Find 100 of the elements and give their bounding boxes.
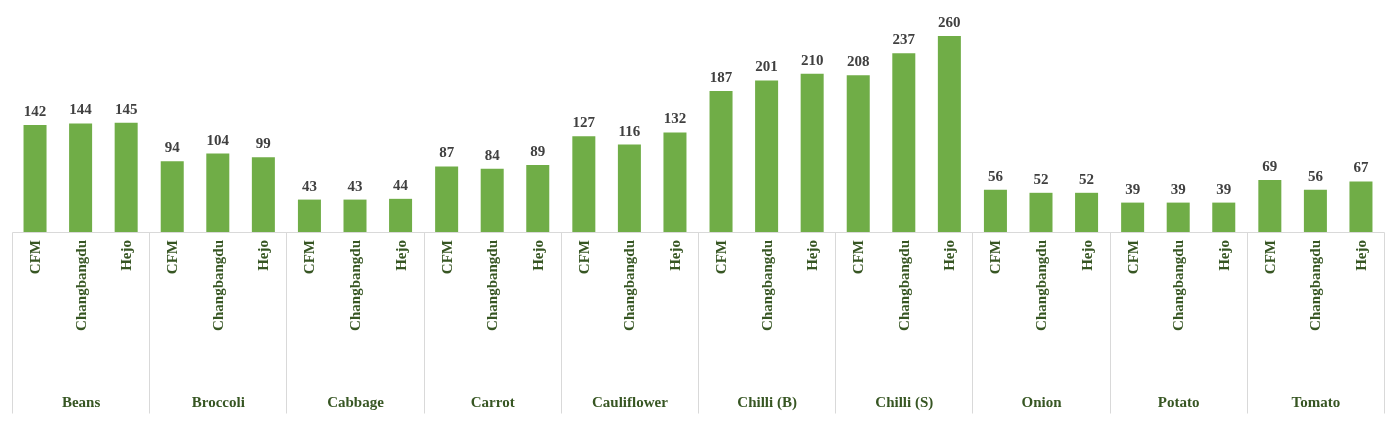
text: CFM — [1261, 240, 1278, 275]
x-tick-label: Cauliflower — [591, 393, 669, 410]
x-tick-label: Chilli (S) — [875, 393, 934, 411]
text: CFM — [850, 240, 867, 275]
bar — [69, 123, 93, 232]
text: Changbangdu — [484, 240, 501, 331]
bar — [206, 153, 230, 232]
bar — [800, 73, 824, 232]
bar — [663, 132, 687, 232]
bar — [23, 124, 47, 232]
bar — [846, 75, 870, 232]
text: Hejo — [804, 240, 821, 271]
x-tick-label: Carrot — [470, 393, 515, 410]
bar — [572, 136, 596, 232]
text: Hejo — [941, 240, 958, 271]
text: CFM — [164, 240, 181, 275]
text: Hejo — [529, 240, 546, 271]
data-label: 104 — [206, 131, 230, 148]
text: Changbangdu — [347, 240, 363, 331]
text: Changbangdu — [621, 240, 638, 331]
text: CFM — [575, 240, 592, 275]
text: Changbangdu — [895, 240, 912, 331]
text: CFM — [301, 240, 318, 275]
data-label: 94 — [164, 139, 181, 156]
bar — [709, 91, 733, 232]
text: Hejo — [1215, 240, 1232, 271]
data-label: 144 — [69, 101, 93, 118]
bar — [1121, 202, 1145, 232]
x-tick-label: Cabbage — [327, 393, 385, 410]
x-tick-label: Onion — [1021, 393, 1063, 410]
text: Changbangdu — [209, 240, 226, 331]
data-label: 44 — [393, 176, 409, 193]
x-tick-label: Tomato — [1291, 393, 1341, 410]
data-label: 67 — [1353, 159, 1369, 176]
bar — [983, 189, 1007, 232]
text: Hejo — [666, 240, 683, 271]
data-label: 210 — [800, 51, 824, 68]
data-label: 187 — [709, 69, 733, 86]
data-label: 145 — [114, 100, 138, 117]
bar — [892, 53, 916, 232]
data-label: 39 — [1170, 180, 1186, 197]
data-label: 39 — [1125, 180, 1141, 197]
bar — [1075, 192, 1099, 232]
data-label: 39 — [1216, 180, 1232, 197]
text: Changbangdu — [758, 240, 775, 331]
data-label: 201 — [755, 58, 778, 75]
bar — [389, 198, 413, 232]
bar — [617, 144, 641, 232]
data-label: 84 — [484, 146, 501, 163]
data-label: 99 — [255, 135, 271, 152]
data-label: 208 — [846, 53, 870, 70]
text: Hejo — [255, 240, 272, 271]
text: Changbangdu — [1307, 240, 1324, 331]
bar — [160, 161, 184, 232]
text: Changbangdu — [72, 240, 89, 331]
bar — [1029, 192, 1053, 232]
bar — [1349, 181, 1373, 232]
text: Changbangdu — [1033, 240, 1049, 331]
data-label: 52 — [1079, 170, 1095, 187]
bar — [114, 122, 138, 232]
bar — [1258, 179, 1282, 232]
text: Hejo — [1078, 240, 1095, 271]
text: CFM — [27, 240, 44, 275]
data-label: 56 — [1307, 167, 1324, 184]
text: Changbangdu — [1170, 240, 1187, 331]
text: CFM — [987, 240, 1004, 275]
x-tick-label: Potato — [1157, 393, 1200, 410]
bar — [1303, 189, 1327, 232]
data-label: 52 — [1033, 170, 1049, 187]
data-label: 56 — [987, 167, 1004, 184]
bar — [755, 80, 779, 232]
data-label: 260 — [938, 14, 961, 30]
text: CFM — [438, 240, 455, 275]
bar — [297, 199, 321, 232]
bar — [343, 199, 367, 232]
bar — [1166, 202, 1190, 232]
bar — [435, 166, 459, 232]
bar — [480, 168, 504, 232]
data-label: 116 — [618, 122, 641, 139]
text: CFM — [713, 240, 730, 275]
data-label: 132 — [663, 110, 687, 127]
bar — [251, 157, 275, 232]
data-label: 127 — [572, 114, 596, 131]
text: CFM — [1124, 240, 1141, 275]
data-label: 43 — [347, 177, 363, 194]
bar — [526, 164, 550, 232]
x-tick-label: Chilli (B) — [737, 393, 797, 411]
data-label: 142 — [23, 102, 47, 119]
data-label: 43 — [301, 177, 317, 194]
x-tick-label: Broccoli — [191, 393, 245, 410]
data-label: 87 — [439, 144, 455, 161]
bar — [1212, 202, 1236, 232]
data-label: 69 — [1262, 157, 1278, 174]
bar — [937, 36, 961, 232]
text: Hejo — [392, 240, 409, 271]
x-tick-label: Beans — [61, 393, 101, 410]
text: Hejo — [1352, 240, 1369, 271]
data-label: 89 — [530, 142, 546, 159]
data-label: 237 — [892, 31, 916, 48]
text: Hejo — [118, 240, 135, 271]
